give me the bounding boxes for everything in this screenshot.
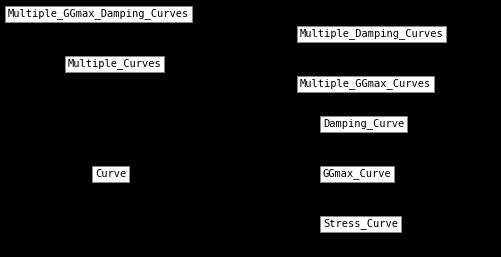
Text: Damping_Curve: Damping_Curve xyxy=(323,118,404,130)
Text: Multiple_Curves: Multiple_Curves xyxy=(68,59,162,69)
Text: GGmax_Curve: GGmax_Curve xyxy=(323,169,392,179)
Text: Multiple_GGmax_Curves: Multiple_GGmax_Curves xyxy=(300,79,431,89)
Text: Multiple_GGmax_Damping_Curves: Multiple_GGmax_Damping_Curves xyxy=(8,8,189,20)
Text: Multiple_Damping_Curves: Multiple_Damping_Curves xyxy=(300,29,444,40)
Text: Stress_Curve: Stress_Curve xyxy=(323,218,398,230)
Text: Curve: Curve xyxy=(95,169,126,179)
